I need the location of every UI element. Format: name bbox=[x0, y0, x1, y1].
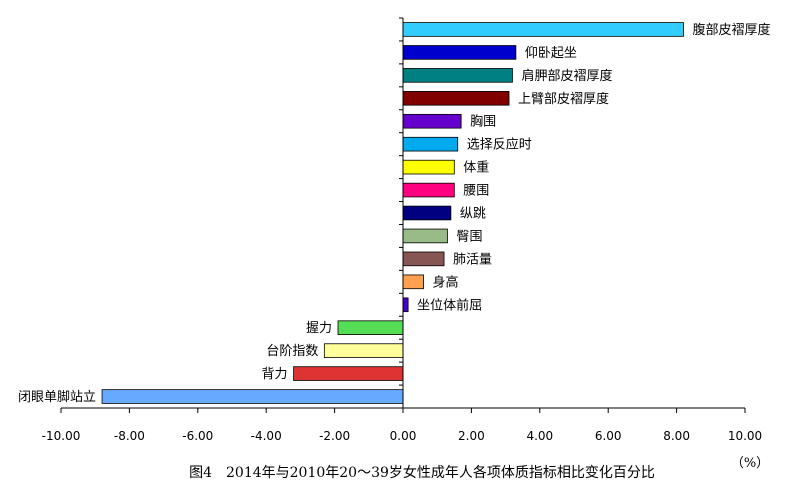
bar bbox=[337, 320, 404, 335]
bar bbox=[402, 274, 424, 290]
x-tick-label: 8.00 bbox=[663, 429, 690, 443]
x-tick-label: -8.00 bbox=[114, 429, 145, 443]
category-label: 体重 bbox=[463, 160, 489, 176]
x-tick-label: 2.00 bbox=[458, 429, 485, 443]
x-tick-labels: -10.00 -8.00 -6.00 -4.00 -2.00 0.00 2.00 4.00 6.… bbox=[42, 429, 763, 443]
bar bbox=[402, 159, 455, 175]
category-label: 仰卧起坐 bbox=[525, 46, 577, 61]
category-label: 坐位体前屈 bbox=[417, 297, 482, 313]
category-labels: 腹部皮褶厚度仰卧起坐肩胛部皮褶厚度上臂部皮褶厚度胸围选择反应时体重腰围纵跳臀围肺… bbox=[18, 22, 770, 405]
bar bbox=[323, 343, 404, 358]
x-tick-label: -2.00 bbox=[319, 429, 350, 443]
bar bbox=[402, 228, 448, 244]
category-label: 握力 bbox=[306, 321, 332, 336]
category-label: 腰围 bbox=[463, 184, 489, 199]
bar bbox=[402, 68, 513, 83]
x-tick-label: -4.00 bbox=[251, 429, 282, 443]
bar bbox=[402, 251, 445, 267]
x-tick-label: 4.00 bbox=[526, 429, 553, 443]
category-label: 身高 bbox=[433, 274, 459, 290]
category-label: 纵跳 bbox=[460, 207, 486, 222]
bar bbox=[402, 45, 517, 60]
bar bbox=[402, 297, 409, 313]
category-label: 胸围 bbox=[470, 115, 496, 130]
category-label: 臀围 bbox=[456, 229, 482, 244]
category-label: 肺活量 bbox=[453, 252, 492, 267]
axes-group bbox=[60, 17, 746, 413]
category-label: 腹部皮褶厚度 bbox=[692, 22, 770, 38]
x-tick-label: -6.00 bbox=[182, 429, 213, 443]
category-label: 闭眼单脚站立 bbox=[18, 389, 96, 405]
category-label: 上臂部皮褶厚度 bbox=[518, 91, 609, 107]
bar bbox=[402, 205, 452, 221]
x-tick-label: -10.00 bbox=[42, 429, 81, 443]
x-tick-label: 0.00 bbox=[390, 429, 417, 443]
bar bbox=[293, 366, 404, 381]
category-label: 背力 bbox=[262, 367, 288, 382]
bar bbox=[402, 113, 462, 129]
x-tick-label: 10.00 bbox=[728, 429, 762, 443]
bar bbox=[402, 182, 455, 198]
x-tick-label: 6.00 bbox=[595, 429, 622, 443]
bar bbox=[402, 91, 510, 106]
bar bbox=[402, 136, 459, 152]
category-label: 肩胛部皮褶厚度 bbox=[521, 68, 612, 84]
category-label: 选择反应时 bbox=[467, 137, 532, 153]
chart-title: 图4 2014年与2010年20～39岁女性成年人各项体质指标相比变化百分比 bbox=[189, 464, 655, 481]
bar bbox=[402, 22, 684, 37]
bar bbox=[101, 389, 404, 404]
category-label: 台阶指数 bbox=[266, 344, 318, 359]
unit-label: （%） bbox=[731, 456, 769, 471]
